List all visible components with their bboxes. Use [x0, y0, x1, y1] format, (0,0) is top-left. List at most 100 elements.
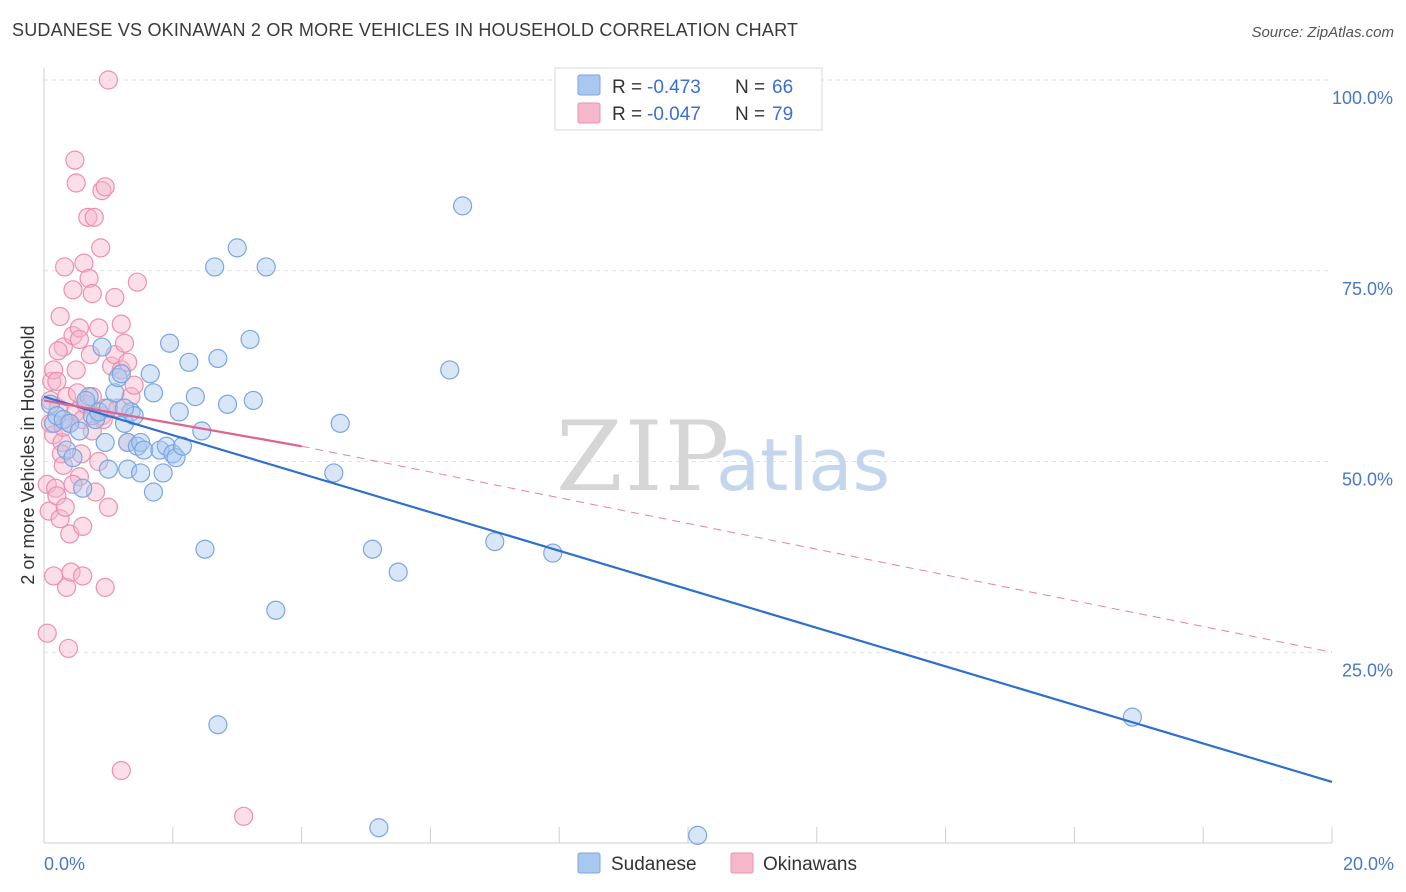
sudanese-point: [688, 825, 708, 845]
okinawans-point: [111, 314, 131, 334]
sudanese-point: [140, 364, 160, 384]
sudanese-point: [324, 463, 344, 483]
okinawans-point: [48, 341, 68, 361]
trend-lines: [43, 395, 1333, 784]
sudanese-point: [73, 478, 93, 498]
okinawans-point: [66, 360, 86, 380]
sudanese-point: [95, 432, 115, 453]
okinawans-point: [95, 577, 115, 597]
sudanese-point: [240, 329, 260, 350]
sudanese-point: [330, 413, 350, 433]
okinawans-point: [61, 562, 81, 582]
okinawans-point: [69, 329, 90, 350]
okinawans-n-label: N =: [735, 104, 765, 125]
stats-legend: R = -0.473 N = 66 R = -0.047 N = 79: [554, 67, 823, 131]
x-tick-label: 20.0%: [1343, 854, 1394, 874]
okinawans-point: [44, 360, 64, 380]
okinawans-point: [127, 272, 147, 292]
okinawans-trend-line: [43, 399, 302, 448]
okinawans-point: [105, 287, 125, 308]
sudanese-r-label: R =: [612, 77, 642, 98]
okinawans-point: [39, 501, 59, 521]
sudanese-swatch: [577, 74, 601, 96]
y-tick-label: 25.0%: [1342, 660, 1393, 680]
okinawans-point: [74, 253, 94, 273]
y-tick-label: 75.0%: [1342, 279, 1393, 299]
y-tick-label: 50.0%: [1342, 470, 1393, 490]
sudanese-point: [453, 196, 473, 216]
okinawans-n-value: 79: [772, 104, 793, 125]
okinawans-point: [98, 497, 119, 517]
y-tick-label: 100.0%: [1332, 88, 1393, 108]
sudanese-point: [143, 383, 164, 403]
sudanese-n-label: N =: [735, 77, 765, 98]
okinawans-points: [37, 70, 254, 826]
watermark: ZIP atlas: [556, 401, 890, 513]
sudanese-point: [114, 398, 135, 418]
sudanese-point: [388, 562, 408, 582]
sudanese-point: [217, 394, 238, 414]
sudanese-point: [159, 333, 180, 353]
okinawans-r-value: -0.047: [647, 104, 701, 125]
sudanese-point: [111, 364, 131, 384]
sudanese-point: [166, 448, 186, 468]
okinawans-point: [84, 207, 104, 227]
sudanese-points: [40, 196, 1142, 845]
okinawans-point: [69, 318, 90, 338]
okinawans-point: [80, 345, 100, 365]
sudanese-point: [256, 257, 276, 277]
okinawans-point: [114, 333, 135, 353]
okinawans-point: [89, 318, 109, 338]
okinawans-point: [82, 284, 102, 304]
okinawans-point: [37, 623, 57, 643]
okinawans-point: [98, 70, 119, 90]
sudanese-point: [92, 337, 112, 357]
sudanese-point: [440, 360, 460, 380]
sudanese-trend-line: [43, 395, 1333, 784]
watermark-zip: ZIP: [556, 401, 731, 513]
legend-okinawans-label: Okinawans: [763, 854, 857, 875]
sudanese-point: [63, 448, 83, 468]
legend-okinawans-swatch: [730, 852, 754, 874]
sudanese-point: [185, 387, 205, 407]
sudanese-point: [227, 238, 247, 258]
okinawans-point: [89, 451, 109, 472]
sudanese-point: [485, 532, 505, 552]
sudanese-point: [179, 352, 199, 372]
legend-sudanese-swatch: [577, 852, 601, 874]
sudanese-point: [208, 348, 228, 369]
watermark-atlas: atlas: [716, 423, 890, 507]
x-tick-label: 0.0%: [44, 854, 85, 874]
sudanese-point: [169, 402, 189, 422]
sudanese-point: [143, 482, 164, 502]
sudanese-point: [98, 459, 119, 479]
sudanese-point: [153, 463, 173, 483]
okinawans-point: [65, 150, 85, 170]
sudanese-point: [266, 600, 286, 620]
okinawans-point: [95, 177, 115, 197]
chart-source: Source: ZipAtlas.com: [1251, 24, 1394, 41]
okinawans-point: [73, 516, 93, 536]
sudanese-point: [205, 257, 225, 277]
okinawans-point: [63, 280, 83, 300]
y-axis-title: 2 or more Vehicles in Household: [18, 325, 38, 584]
okinawans-point: [234, 806, 254, 826]
sudanese-point: [243, 390, 263, 411]
sudanese-point: [105, 383, 125, 403]
okinawans-point: [47, 371, 67, 391]
okinawans-point: [50, 306, 70, 327]
grid-lines: [44, 79, 1332, 653]
sudanese-point: [60, 413, 80, 433]
okinawans-point: [63, 474, 83, 494]
sudanese-point: [131, 463, 151, 483]
sudanese-r-value: -0.473: [647, 77, 701, 98]
okinawans-point: [69, 467, 90, 487]
sudanese-point: [56, 440, 77, 460]
sudanese-point: [192, 421, 212, 441]
okinawans-point: [66, 173, 86, 193]
okinawans-point: [58, 638, 79, 659]
okinawans-point: [73, 566, 93, 586]
okinawans-point: [91, 238, 111, 258]
okinawans-point: [55, 497, 75, 517]
